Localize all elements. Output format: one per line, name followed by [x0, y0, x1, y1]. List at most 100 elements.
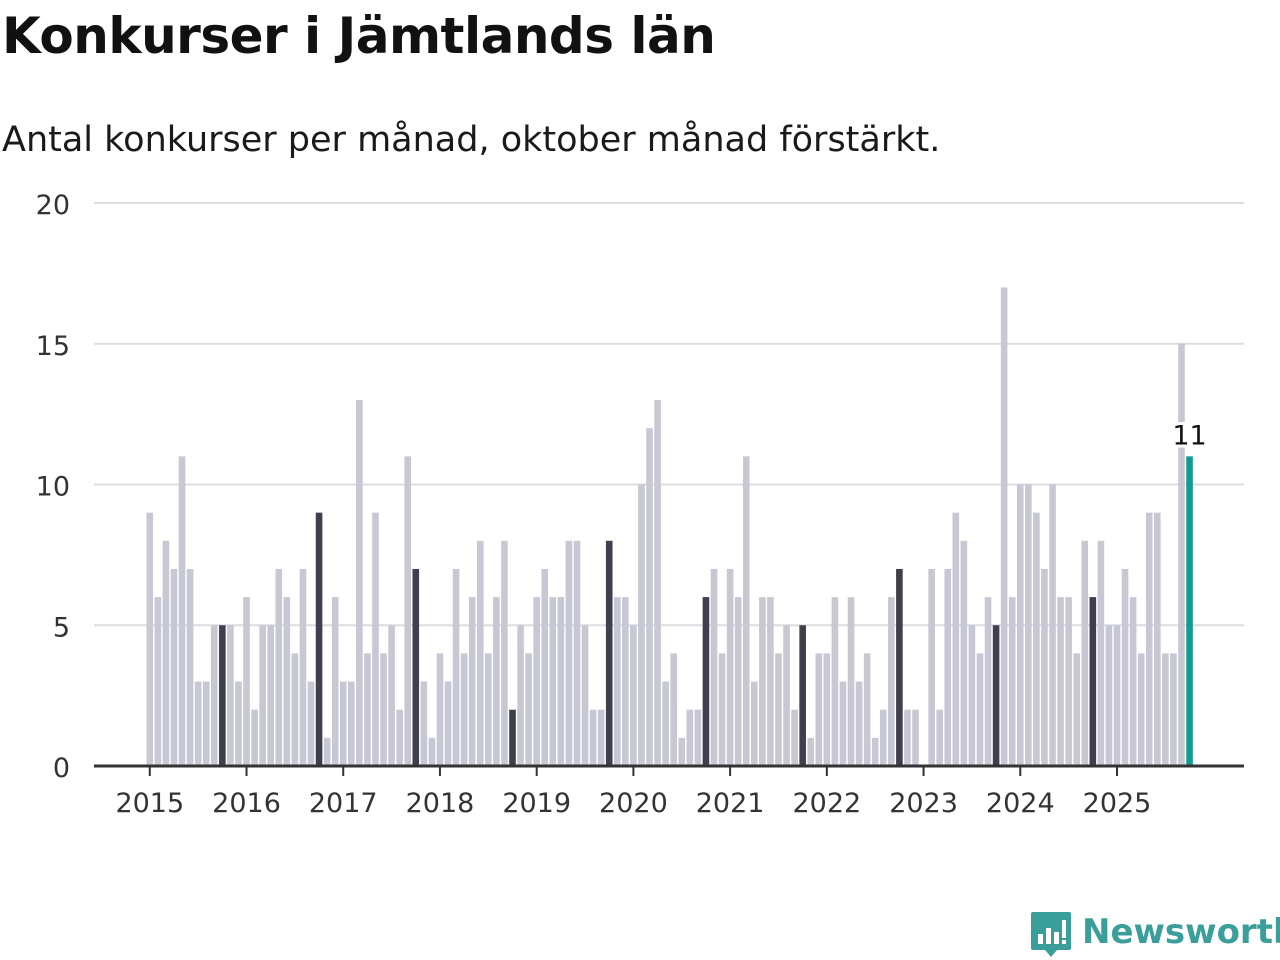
bar	[1057, 597, 1064, 766]
bar	[1154, 512, 1161, 766]
bar	[541, 568, 549, 766]
bar	[952, 512, 960, 766]
bar	[976, 653, 984, 766]
bar	[283, 597, 291, 766]
bar	[275, 568, 283, 766]
bar	[194, 681, 202, 766]
bar	[154, 597, 162, 766]
bar	[1121, 568, 1129, 766]
bar	[928, 568, 935, 766]
bar	[1041, 568, 1048, 766]
bar	[1000, 287, 1008, 766]
bar	[146, 512, 154, 766]
bar	[670, 653, 677, 766]
bar	[573, 540, 581, 766]
bar	[581, 625, 589, 766]
x-tick-label: 2025	[1083, 788, 1152, 819]
bar	[1025, 484, 1032, 766]
newsworthy-logo-icon	[1031, 912, 1071, 957]
bar	[388, 625, 395, 766]
bar	[1105, 625, 1113, 766]
x-tick-label: 2020	[599, 788, 668, 819]
bar	[968, 625, 976, 766]
bar	[1008, 597, 1016, 766]
bar	[243, 597, 250, 766]
bar	[291, 653, 299, 766]
bar	[1170, 653, 1177, 766]
bar	[1033, 512, 1040, 766]
bar	[356, 400, 363, 766]
bar	[654, 400, 661, 766]
bar	[565, 540, 573, 766]
bar	[178, 456, 186, 766]
newsworthy-brand: Newsworthy	[1030, 908, 1280, 960]
bar	[1162, 653, 1169, 766]
bar	[622, 597, 629, 766]
bar	[444, 681, 452, 766]
bar	[1049, 484, 1056, 766]
bar	[1081, 540, 1089, 766]
bar	[428, 737, 436, 766]
bar	[323, 737, 331, 766]
latest-value-label: 11	[1172, 420, 1206, 451]
bar	[460, 653, 468, 766]
bar-october	[412, 568, 420, 766]
bar	[202, 681, 210, 766]
bar	[718, 653, 726, 766]
axes: 0 5 10 15 20 2015 2016 2017 2018 2019 2020 2021 2022…	[36, 190, 1244, 819]
bar	[501, 540, 508, 766]
bars	[146, 287, 1193, 766]
bar	[831, 597, 839, 766]
bar	[678, 737, 686, 766]
bar	[1113, 625, 1121, 766]
y-tick-label: 20	[36, 190, 70, 221]
bar	[791, 709, 798, 766]
bar	[517, 625, 524, 766]
bar	[863, 653, 871, 766]
bar	[807, 737, 815, 766]
x-tick-label: 2015	[115, 788, 184, 819]
bar	[210, 625, 218, 766]
bar	[847, 597, 855, 766]
bar	[751, 681, 758, 766]
bar	[259, 625, 266, 766]
bar	[380, 653, 387, 766]
bar	[912, 709, 919, 766]
bar	[339, 681, 347, 766]
bar-october	[1089, 597, 1097, 766]
bar	[162, 540, 170, 766]
bar-october	[799, 625, 806, 766]
bar	[783, 625, 790, 766]
bar	[879, 709, 887, 766]
x-tick-label: 2022	[792, 788, 861, 819]
bar-october	[992, 625, 1000, 766]
bar-october	[219, 625, 226, 766]
bar	[420, 681, 428, 766]
bar-october	[315, 512, 323, 766]
bar	[726, 568, 734, 766]
bar	[694, 709, 702, 766]
bar	[476, 540, 484, 766]
bar	[1145, 512, 1153, 766]
bar	[936, 709, 943, 766]
bar	[436, 653, 444, 766]
gridlines	[94, 202, 1244, 627]
bar	[267, 625, 274, 766]
bar	[227, 625, 234, 766]
x-tick-label: 2018	[406, 788, 475, 819]
bar	[630, 625, 637, 766]
bar-october	[605, 540, 613, 766]
bar	[1137, 653, 1145, 766]
bar-october	[702, 597, 710, 766]
bar	[710, 568, 718, 766]
y-tick-label: 10	[36, 472, 70, 503]
bar	[589, 709, 597, 766]
bar	[597, 709, 605, 766]
x-tick-label: 2024	[986, 788, 1055, 819]
bar	[525, 653, 532, 766]
bar	[742, 456, 750, 766]
bar	[871, 737, 879, 766]
bar	[396, 709, 403, 766]
bar	[839, 681, 847, 766]
bar	[638, 484, 645, 766]
